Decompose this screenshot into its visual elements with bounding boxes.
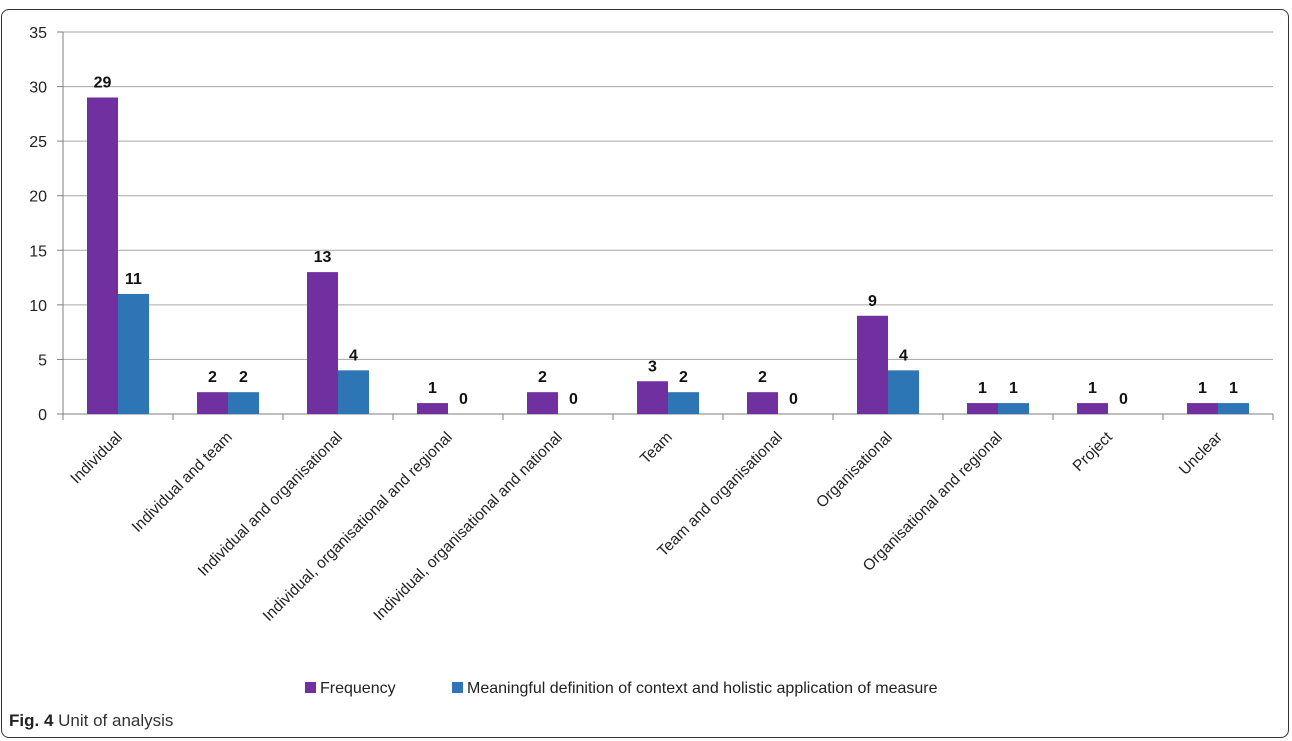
data-label: 2 [208,369,217,386]
data-label: 0 [459,391,468,408]
legend-swatch [305,682,316,693]
bar [998,403,1029,414]
data-label: 2 [679,369,688,386]
y-tick-label: 0 [38,407,47,424]
x-tick-label: Individual [67,429,125,487]
x-tick-label: Team and organisational [654,429,785,560]
data-label: 1 [1198,380,1207,397]
x-tick-label: Unclear [1176,429,1226,479]
legend: Frequency Meaningful definition of contex… [305,680,938,697]
y-tick-label: 35 [29,25,47,42]
figure-caption: Fig. 4 Unit of analysis [9,711,173,731]
x-tick-label: Project [1070,428,1117,475]
bar [637,381,668,414]
bar [1218,403,1249,414]
data-label: 1 [1009,380,1018,397]
bar [338,370,369,414]
data-label: 0 [789,391,798,408]
bar [307,272,338,414]
bar [87,97,118,414]
x-tick-label: Individual, organisational and regional [260,429,456,625]
data-label: 1 [978,380,987,397]
data-label: 11 [125,271,142,288]
data-label: 1 [1088,380,1097,397]
data-label: 1 [1229,380,1238,397]
gridlines [63,31,1273,360]
data-label: 4 [349,347,358,364]
y-tick-label: 5 [38,352,47,369]
bar [747,392,778,414]
bar [197,392,228,414]
bar [668,392,699,414]
x-tick-label: Individual, organisational and national [370,429,565,624]
bar [1077,403,1108,414]
bar [888,370,919,414]
bar [417,403,448,414]
bars [87,97,1249,414]
figure-caption-text: Unit of analysis [58,711,174,730]
x-tick-label: Individual and team [129,429,236,536]
legend-label: Frequency [320,680,396,697]
legend-label: Meaningful definition of context and hol… [467,680,938,697]
data-label: 4 [899,347,908,364]
data-label: 29 [94,74,112,91]
data-label: 9 [868,293,877,310]
data-label: 2 [239,369,248,386]
bar [967,403,998,414]
y-tick-label: 15 [29,243,47,260]
data-label: 3 [648,358,657,375]
data-label: 2 [538,369,547,386]
x-tick-label: Organisational [813,429,896,512]
figure-frame [1,9,1289,738]
y-tick-label: 20 [29,189,47,206]
data-label: 0 [1119,391,1128,408]
y-tick-label: 30 [29,80,47,97]
bar [857,315,888,414]
data-label: 1 [428,380,437,397]
x-tick-label: Team [637,429,676,468]
data-label: 13 [314,249,332,266]
y-tick-label: 25 [29,134,47,151]
bar [118,293,149,414]
data-label: 0 [569,391,578,408]
bar [527,392,558,414]
y-tick-label: 10 [29,298,47,315]
bar [228,392,259,414]
legend-swatch [452,682,463,693]
axes [57,31,1274,420]
bar [1187,403,1218,414]
figure-label: Fig. 4 [9,711,54,730]
data-label: 2 [758,369,767,386]
